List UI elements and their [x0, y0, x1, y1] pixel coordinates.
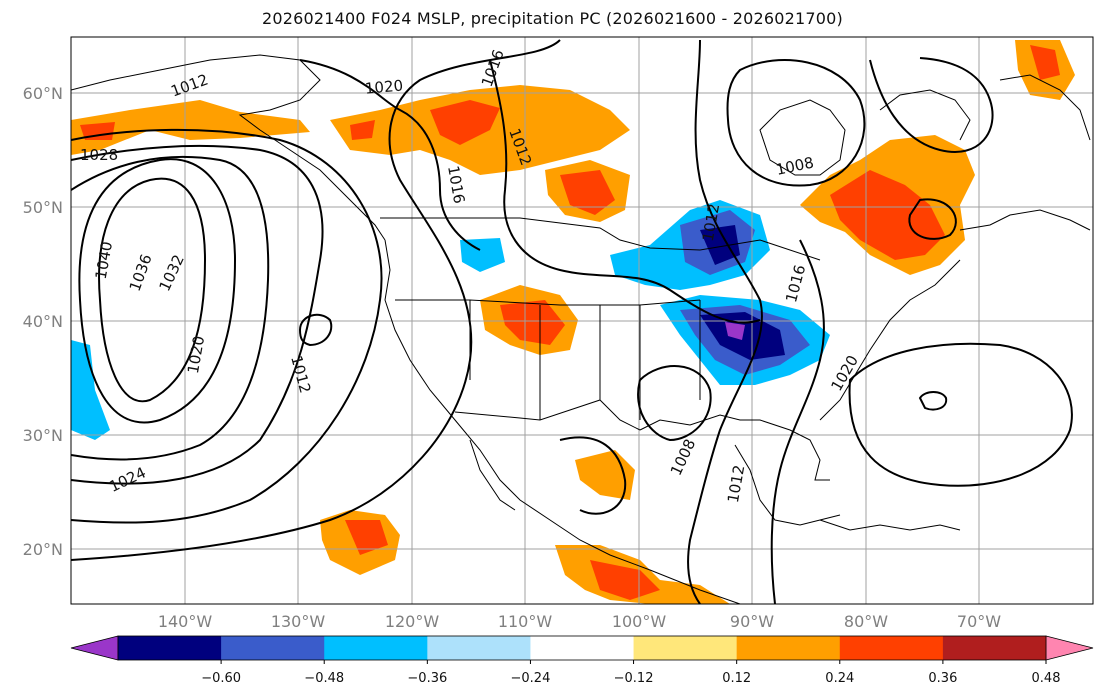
lat-label-30n: 30°N: [23, 426, 63, 445]
colorbar-tick-label: 0.36: [928, 671, 957, 686]
colorbar-right-arrow: [1045, 635, 1094, 661]
colorbar-left-arrow: [70, 635, 119, 661]
colorbar-segment: [427, 636, 531, 660]
latitude-labels: 60°N 50°N 40°N 30°N 20°N: [23, 84, 63, 559]
colorbar-segment: [324, 636, 428, 660]
colorbar-segment: [530, 636, 635, 660]
colorbar-segment: [839, 636, 944, 660]
colorbar-segment: [633, 636, 738, 660]
graticule: [71, 37, 1093, 604]
colorbar-tick-label: −0.60: [201, 671, 241, 686]
colorbar-segment: [942, 636, 1047, 660]
lon-label-70w: 70°W: [957, 612, 1001, 631]
lat-label-20n: 20°N: [23, 540, 63, 559]
colorbar-outline: [117, 635, 1047, 661]
colorbar-tick-label: −0.12: [614, 671, 654, 686]
lon-label-120w: 120°W: [385, 612, 440, 631]
lon-label-110w: 110°W: [498, 612, 553, 631]
map-frame: [70, 36, 1094, 605]
coastlines: [71, 54, 1091, 604]
lon-label-130w: 130°W: [271, 612, 326, 631]
colorbar-segment: [221, 636, 325, 660]
colorbar-segment: [736, 636, 841, 660]
lat-label-40n: 40°N: [23, 312, 63, 331]
colorbar-tick-label: 0.24: [825, 671, 854, 686]
colorbar-segment: [118, 636, 222, 660]
lon-label-80w: 80°W: [844, 612, 888, 631]
colorbar-tick-label: −0.36: [407, 671, 447, 686]
isobars: [71, 39, 1073, 604]
lon-label-100w: 100°W: [612, 612, 667, 631]
lat-label-60n: 60°N: [23, 84, 63, 103]
colorbar-tick-label: −0.24: [511, 671, 551, 686]
isobar-label: 1028: [80, 146, 118, 164]
isobar-label: 1020: [364, 76, 404, 97]
colorbar-tick-label: −0.48: [304, 671, 344, 686]
longitude-labels: 140°W 130°W 120°W 110°W 100°W 90°W 80°W …: [158, 612, 1001, 631]
colorbar-tick-label: 0.48: [1032, 671, 1061, 686]
lon-label-140w: 140°W: [158, 612, 213, 631]
colorbar-tick-label: 0.12: [722, 671, 751, 686]
colorbar: −0.60 −0.48 −0.36 −0.24 −0.12 0.12 0.24 0.36 0.4…: [70, 635, 1094, 686]
map-title: 2026021400 F024 MSLP, precipitation PC (…: [261, 9, 844, 28]
lon-label-90w: 90°W: [730, 612, 774, 631]
lat-label-50n: 50°N: [23, 198, 63, 217]
